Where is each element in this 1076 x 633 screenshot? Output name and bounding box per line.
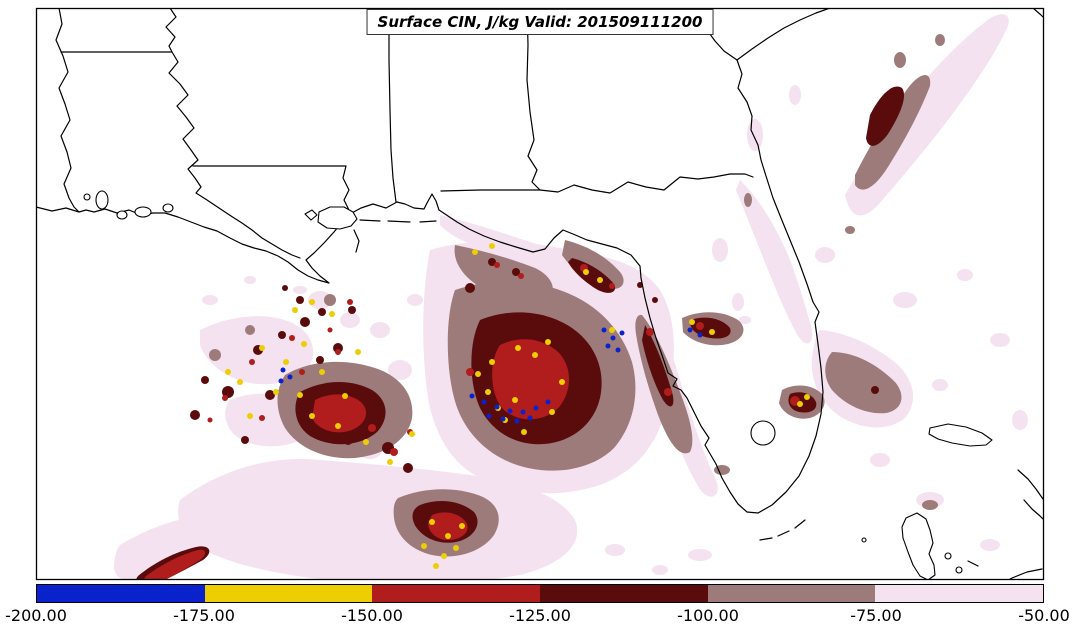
colorbar-segment: [707, 585, 876, 602]
grand-bahama-island: [928, 423, 993, 447]
barrier-islands: [353, 219, 437, 253]
colorbar-tick-label: -150.00: [341, 606, 403, 625]
colorbar-tick-label: -125.00: [509, 606, 571, 625]
map-frame: [35, 7, 1045, 581]
colorbar-tick-label: -175.00: [173, 606, 235, 625]
white-lake: [162, 203, 174, 213]
lakes-and-islands: [83, 190, 993, 580]
lake-okeechobee: [750, 420, 776, 446]
alabama-georgia-border: [526, 8, 541, 191]
florida-north-border: [440, 173, 754, 194]
islet: [944, 552, 952, 560]
calcasieu-lake: [95, 190, 109, 210]
colorbar-segment: [372, 585, 541, 602]
colorbar-tick-label: -50.00: [1018, 606, 1070, 625]
colorbar: [36, 584, 1044, 603]
sabine-lake: [83, 193, 91, 201]
florida-keys: [759, 519, 806, 541]
cin-fill-red: [143, 262, 800, 580]
colorbar-segment: [540, 585, 708, 602]
colorbar-tick-label: -75.00: [850, 606, 902, 625]
islet: [955, 566, 963, 574]
mississippi-alabama-border: [388, 8, 397, 203]
lake-maurepas: [304, 209, 318, 221]
coastlines-and-state-borders: [36, 8, 1044, 580]
texas-louisiana-border: [55, 8, 80, 213]
gulf-and-atlantic-coastline: [36, 59, 824, 514]
colorbar-tick-label: -200.00: [5, 606, 67, 625]
cin-fill-blue: [278, 327, 703, 424]
colorbar-segment: [204, 585, 373, 602]
islet: [861, 537, 867, 543]
lake-pontchartrain: [317, 206, 358, 230]
small-lake: [116, 210, 128, 220]
andros-island: [901, 512, 936, 580]
map-title: Surface CIN, J/kg Valid: 201509111200: [366, 9, 714, 35]
mississippi-river-border: [165, 8, 301, 259]
colorbar-tick-label: -100.00: [677, 606, 739, 625]
bahamas-right-edge: [967, 8, 1044, 580]
louisiana-mississippi-border: [192, 165, 351, 215]
carolina-coastline: [736, 8, 831, 61]
colorbar-segment: [875, 585, 1044, 602]
cin-fill-yellow: [225, 243, 810, 569]
grand-lake: [134, 206, 152, 218]
colorbar-segment: [37, 585, 205, 602]
